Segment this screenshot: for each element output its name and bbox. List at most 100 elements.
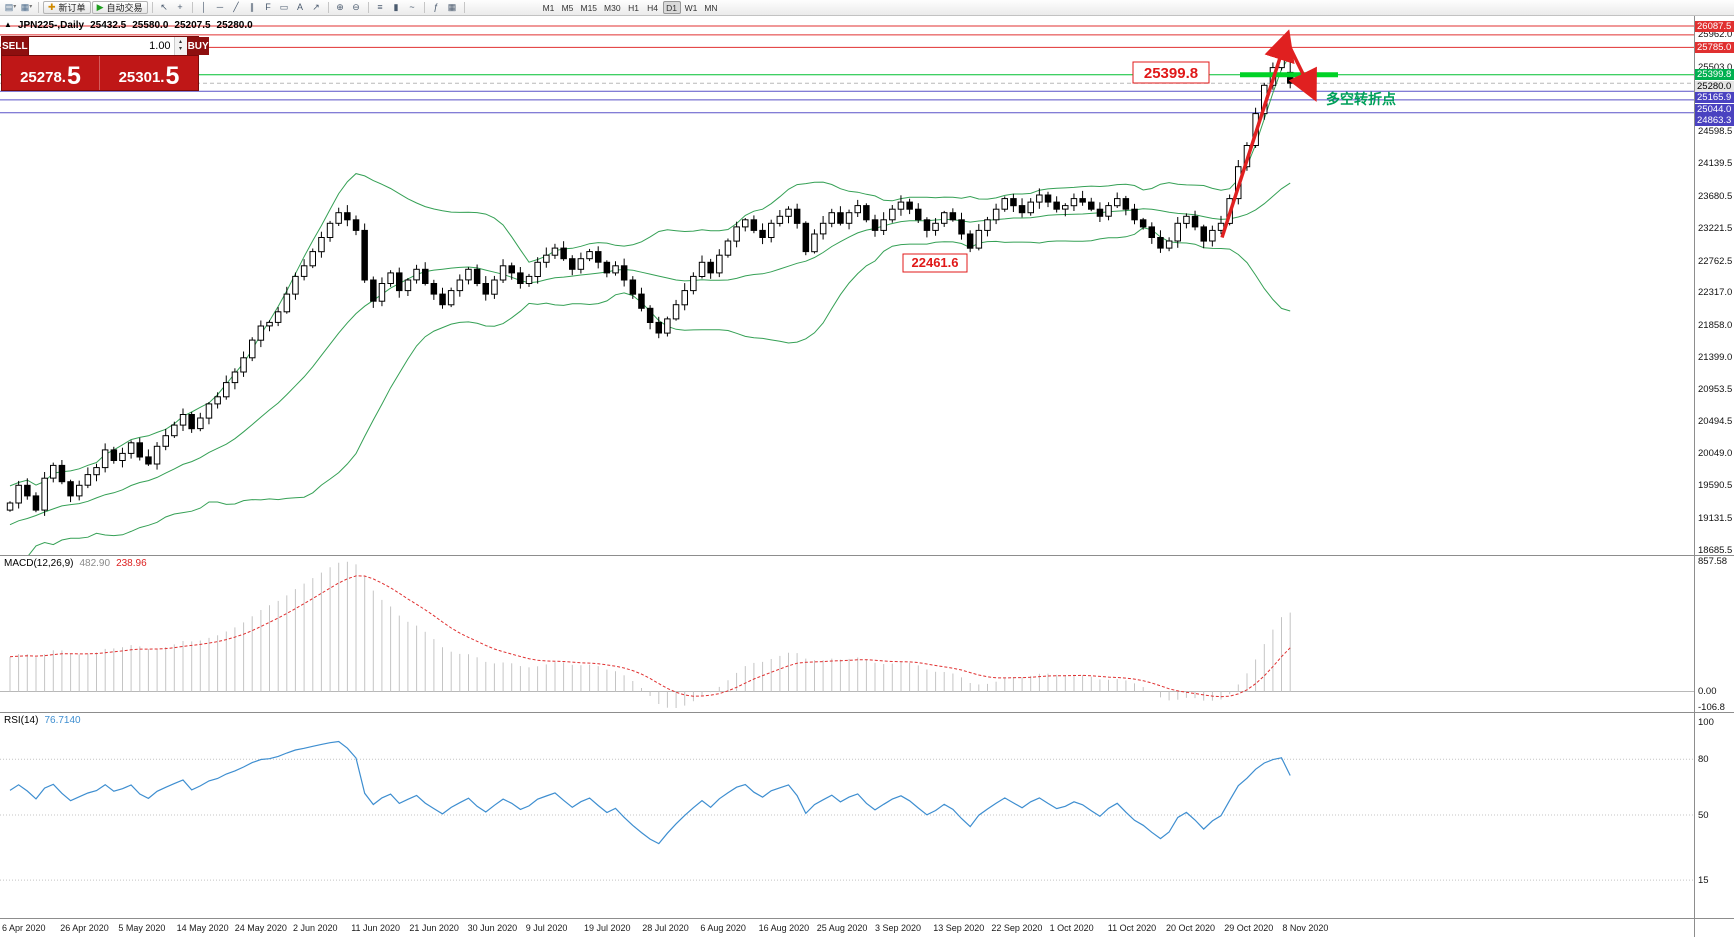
shapes-icon[interactable]: ▭: [279, 2, 289, 12]
date-label: 30 Jun 2020: [467, 923, 518, 933]
symbol-info-line: ▲ JPN225-,Daily 25432.5 25580.0 25207.5 …: [4, 20, 253, 31]
text-icon[interactable]: A: [296, 2, 303, 12]
date-label: 21 Jun 2020: [409, 923, 459, 933]
rsi-axis-label: 80: [1698, 753, 1709, 765]
macd-signal-line: [9, 575, 1291, 698]
dropdown-caret-icon: ▾: [13, 4, 17, 10]
chart-dateaxis-separator: [0, 918, 1734, 919]
autotrading-button-label: 自动交易: [106, 3, 143, 13]
grid-icon[interactable]: ▦: [447, 2, 457, 12]
bar-chart-icon[interactable]: ≡: [377, 2, 383, 12]
price-tick-label: 21858.0: [1698, 319, 1733, 331]
price-tick-label: 22762.5: [1698, 255, 1733, 267]
zoom-in-icon[interactable]: ⊕: [336, 2, 344, 12]
toolbar-separator: [151, 2, 153, 13]
buy-button[interactable]: BUY: [186, 37, 209, 55]
zoom-out-icon[interactable]: ⊖: [352, 2, 360, 12]
candle-chart-icon[interactable]: ▮: [393, 2, 399, 12]
volume-up-icon[interactable]: ▴: [179, 39, 183, 45]
svg-text:25399.8: 25399.8: [1144, 65, 1198, 82]
sell-price-main: 25278.: [20, 69, 66, 86]
date-label: 24 May 2020: [234, 923, 287, 933]
macd-value-main: 482.90: [79, 558, 111, 569]
date-label: 9 Jul 2020: [525, 923, 568, 933]
rsi-value: 76.7140: [44, 715, 81, 726]
macd-rsi-separator[interactable]: [0, 712, 1734, 713]
macd-axis-label: 857.58: [1698, 555, 1728, 567]
rsi-label: RSI(14) 76.7140: [4, 715, 81, 726]
chinese-note-label[interactable]: 多空转折点: [1326, 91, 1396, 107]
timeframe-m1-button[interactable]: M1: [542, 3, 555, 13]
price-axis[interactable]: 25962.0 25503.0 24598.5 24139.5 23680.5 23221…: [1694, 16, 1734, 937]
sell-button[interactable]: SELL: [2, 37, 29, 55]
horizontal-line-objects[interactable]: [0, 25, 1694, 114]
indicators-icon[interactable]: ƒ: [433, 2, 439, 12]
toolbar-separator: [463, 2, 465, 13]
date-label: 6 Aug 2020: [700, 923, 746, 933]
price-tick-label: 24598.5: [1698, 125, 1733, 137]
volume-down-icon[interactable]: ▾: [179, 46, 183, 52]
timeframe-h4-button[interactable]: H4: [647, 3, 659, 13]
price-tick-label: 19131.5: [1698, 512, 1733, 524]
new-chart-icon[interactable]: ▤ ▾: [4, 2, 17, 12]
price-tick-label: 25503.0: [1698, 61, 1733, 73]
chart-profiles-icon[interactable]: ▦ ▾: [20, 2, 33, 12]
price-tag: 26087.5: [1695, 20, 1734, 32]
candlestick-series: [6, 49, 1294, 516]
macd-panel[interactable]: [0, 555, 1694, 712]
timeframe-m5-button[interactable]: M5: [561, 3, 574, 13]
main-macd-separator[interactable]: [0, 555, 1734, 556]
macd-label: MACD(12,26,9) 482.90 238.96: [4, 558, 147, 569]
line-chart-icon[interactable]: ~: [409, 2, 415, 12]
timeframe-mn-button[interactable]: MN: [704, 3, 718, 13]
main-price-chart[interactable]: 25399.8 22461.6 多空转折点: [0, 16, 1694, 555]
crosshair-icon[interactable]: +: [177, 2, 183, 12]
date-label: 3 Sep 2020: [875, 923, 922, 933]
price-tag: 25785.0: [1695, 41, 1734, 53]
arrows-icon[interactable]: ↗: [312, 2, 320, 12]
cursor-icon[interactable]: ↖: [160, 2, 168, 12]
toolbar-separator: [367, 2, 369, 13]
horizontal-line-icon[interactable]: ─: [216, 2, 224, 12]
price-tick-label: 25962.0: [1698, 29, 1733, 41]
sell-price[interactable]: 25278. 5: [2, 56, 100, 90]
timeframe-h1-button[interactable]: H1: [628, 3, 640, 13]
fibonacci-icon[interactable]: F: [265, 2, 271, 12]
macd-histogram: [9, 561, 1291, 708]
price-tick-label: 20049.0: [1698, 448, 1733, 459]
new-order-button[interactable]: ✚ 新订单: [43, 1, 91, 14]
dropdown-caret-icon: ▾: [29, 4, 33, 10]
timeframe-d1-button[interactable]: D1: [662, 1, 681, 14]
volume-input[interactable]: [28, 37, 174, 55]
price-tick-label: 22317.0: [1698, 287, 1733, 299]
price-tick-label: 20494.5: [1698, 416, 1733, 428]
timeframe-m30-button[interactable]: M30: [604, 3, 621, 13]
price-tag: 25044.0: [1695, 103, 1734, 115]
price-tick-label: 20953.5: [1698, 383, 1733, 395]
trendline-icon[interactable]: ╱: [233, 2, 239, 12]
date-axis[interactable]: 6 Apr 2020 26 Apr 2020 5 May 2020 14 May 20…: [0, 919, 1694, 937]
macd-name: MACD(12,26,9): [4, 558, 74, 569]
toolbar-separator: [327, 2, 329, 13]
autotrading-button-icon: ▶: [96, 2, 104, 12]
date-label: 14 May 2020: [176, 923, 229, 933]
price-tick-label: 18685.5: [1698, 544, 1733, 556]
vertical-line-icon[interactable]: │: [201, 2, 207, 12]
buy-price-pips: 5: [165, 62, 180, 90]
red-trend-arrow[interactable]: [1220, 29, 1317, 239]
buy-price[interactable]: 25301. 5: [100, 56, 198, 90]
price-tick-label: 19590.5: [1698, 480, 1733, 492]
price-annotation[interactable]: 25399.8: [1132, 61, 1210, 84]
channel-icon[interactable]: ∥: [249, 2, 255, 12]
autotrading-button[interactable]: ▶ 自动交易: [91, 1, 148, 14]
price-tick-label: 23221.5: [1698, 223, 1733, 235]
timeframe-w1-button[interactable]: W1: [684, 3, 698, 13]
price-annotation[interactable]: 22461.6: [902, 253, 968, 273]
date-label: 26 Apr 2020: [60, 923, 109, 933]
svg-text:22461.6: 22461.6: [912, 255, 959, 270]
rsi-panel[interactable]: [0, 712, 1694, 918]
buy-price-main: 25301.: [118, 69, 165, 86]
timeframe-m15-button[interactable]: M15: [580, 3, 598, 13]
symbol-expand-icon[interactable]: ▲: [4, 20, 12, 29]
